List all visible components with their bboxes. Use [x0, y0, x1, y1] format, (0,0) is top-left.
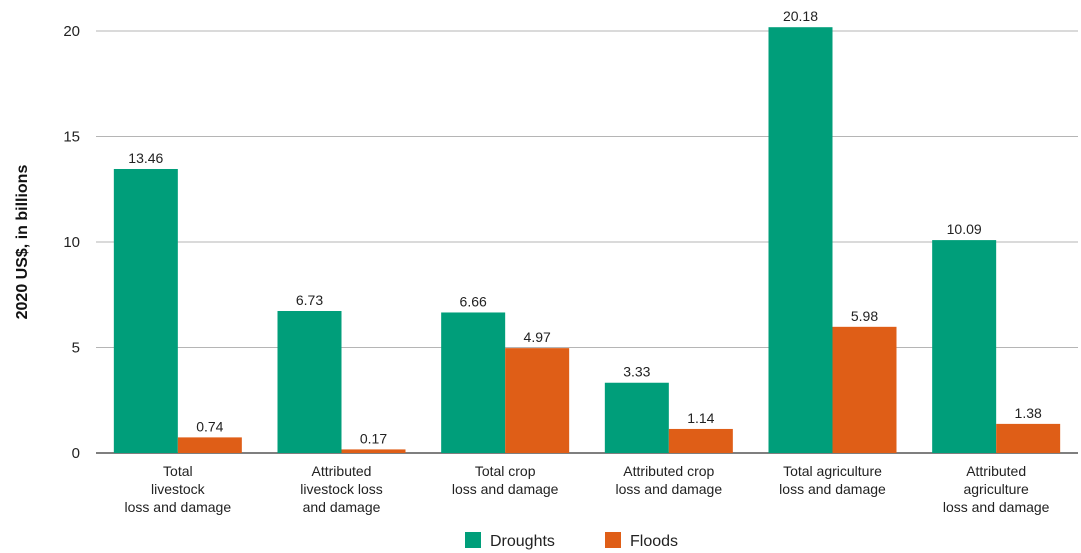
x-category-label: agriculture [963, 481, 1029, 497]
data-label: 10.09 [947, 221, 982, 237]
y-tick-label: 0 [72, 445, 80, 462]
legend: Droughts Floods [465, 532, 678, 550]
x-category-label: Attributed [312, 463, 372, 479]
bar-droughts [604, 382, 669, 453]
y-tick-label: 10 [63, 234, 80, 251]
y-tick-label: 15 [63, 129, 80, 146]
x-category-label: Total crop [475, 463, 536, 479]
x-category-label: loss and damage [125, 499, 232, 515]
bar-floods [177, 437, 242, 453]
bar-floods [832, 326, 897, 453]
data-label: 20.18 [783, 8, 818, 24]
bar-droughts [768, 27, 833, 454]
data-label: 13.46 [128, 150, 163, 166]
data-label: 6.66 [460, 293, 487, 309]
x-category-label: loss and damage [616, 481, 723, 497]
x-category-label: loss and damage [943, 499, 1050, 515]
y-axis-label: 2020 US$, in billions [14, 165, 31, 320]
bar-droughts [932, 240, 997, 453]
bar-droughts [441, 312, 506, 453]
x-category-label: loss and damage [452, 481, 559, 497]
y-axis-ticks: 0 5 10 15 20 [63, 23, 80, 462]
data-label: 4.97 [524, 329, 551, 345]
bar-floods [996, 423, 1061, 453]
bar-floods [341, 449, 406, 453]
x-category-label: livestock [151, 481, 206, 497]
bar-floods [668, 428, 733, 453]
data-labels: 13.46 0.74 6.73 0.17 6.66 4.97 3.33 1.14 20.18 5.… [128, 8, 1042, 446]
gridlines [96, 30, 1078, 454]
bar-floods [505, 348, 570, 453]
legend-label-floods: Floods [630, 533, 678, 550]
y-tick-label: 20 [63, 23, 80, 40]
data-label: 0.17 [360, 430, 387, 446]
x-category-label: Total [163, 463, 193, 479]
legend-label-droughts: Droughts [490, 533, 555, 550]
bar-droughts [113, 168, 178, 453]
data-label: 1.38 [1015, 405, 1042, 421]
x-category-label: Attributed crop [623, 463, 714, 479]
x-category-label: loss and damage [779, 481, 886, 497]
data-label: 0.74 [196, 418, 223, 434]
legend-swatch-droughts [465, 532, 481, 548]
x-axis-categories: Total livestock loss and damage Attributed l… [125, 463, 1050, 515]
x-category-label: and damage [303, 499, 381, 515]
x-category-label: Attributed [966, 463, 1026, 479]
data-label: 1.14 [687, 410, 714, 426]
data-label: 6.73 [296, 292, 323, 308]
data-label: 5.98 [851, 308, 878, 324]
bars [113, 27, 1061, 454]
bar-droughts [277, 310, 342, 453]
y-tick-label: 5 [72, 340, 80, 357]
x-category-label: Total agriculture [783, 463, 882, 479]
x-category-label: livestock loss [300, 481, 382, 497]
data-label: 3.33 [623, 364, 650, 380]
legend-swatch-floods [605, 532, 621, 548]
